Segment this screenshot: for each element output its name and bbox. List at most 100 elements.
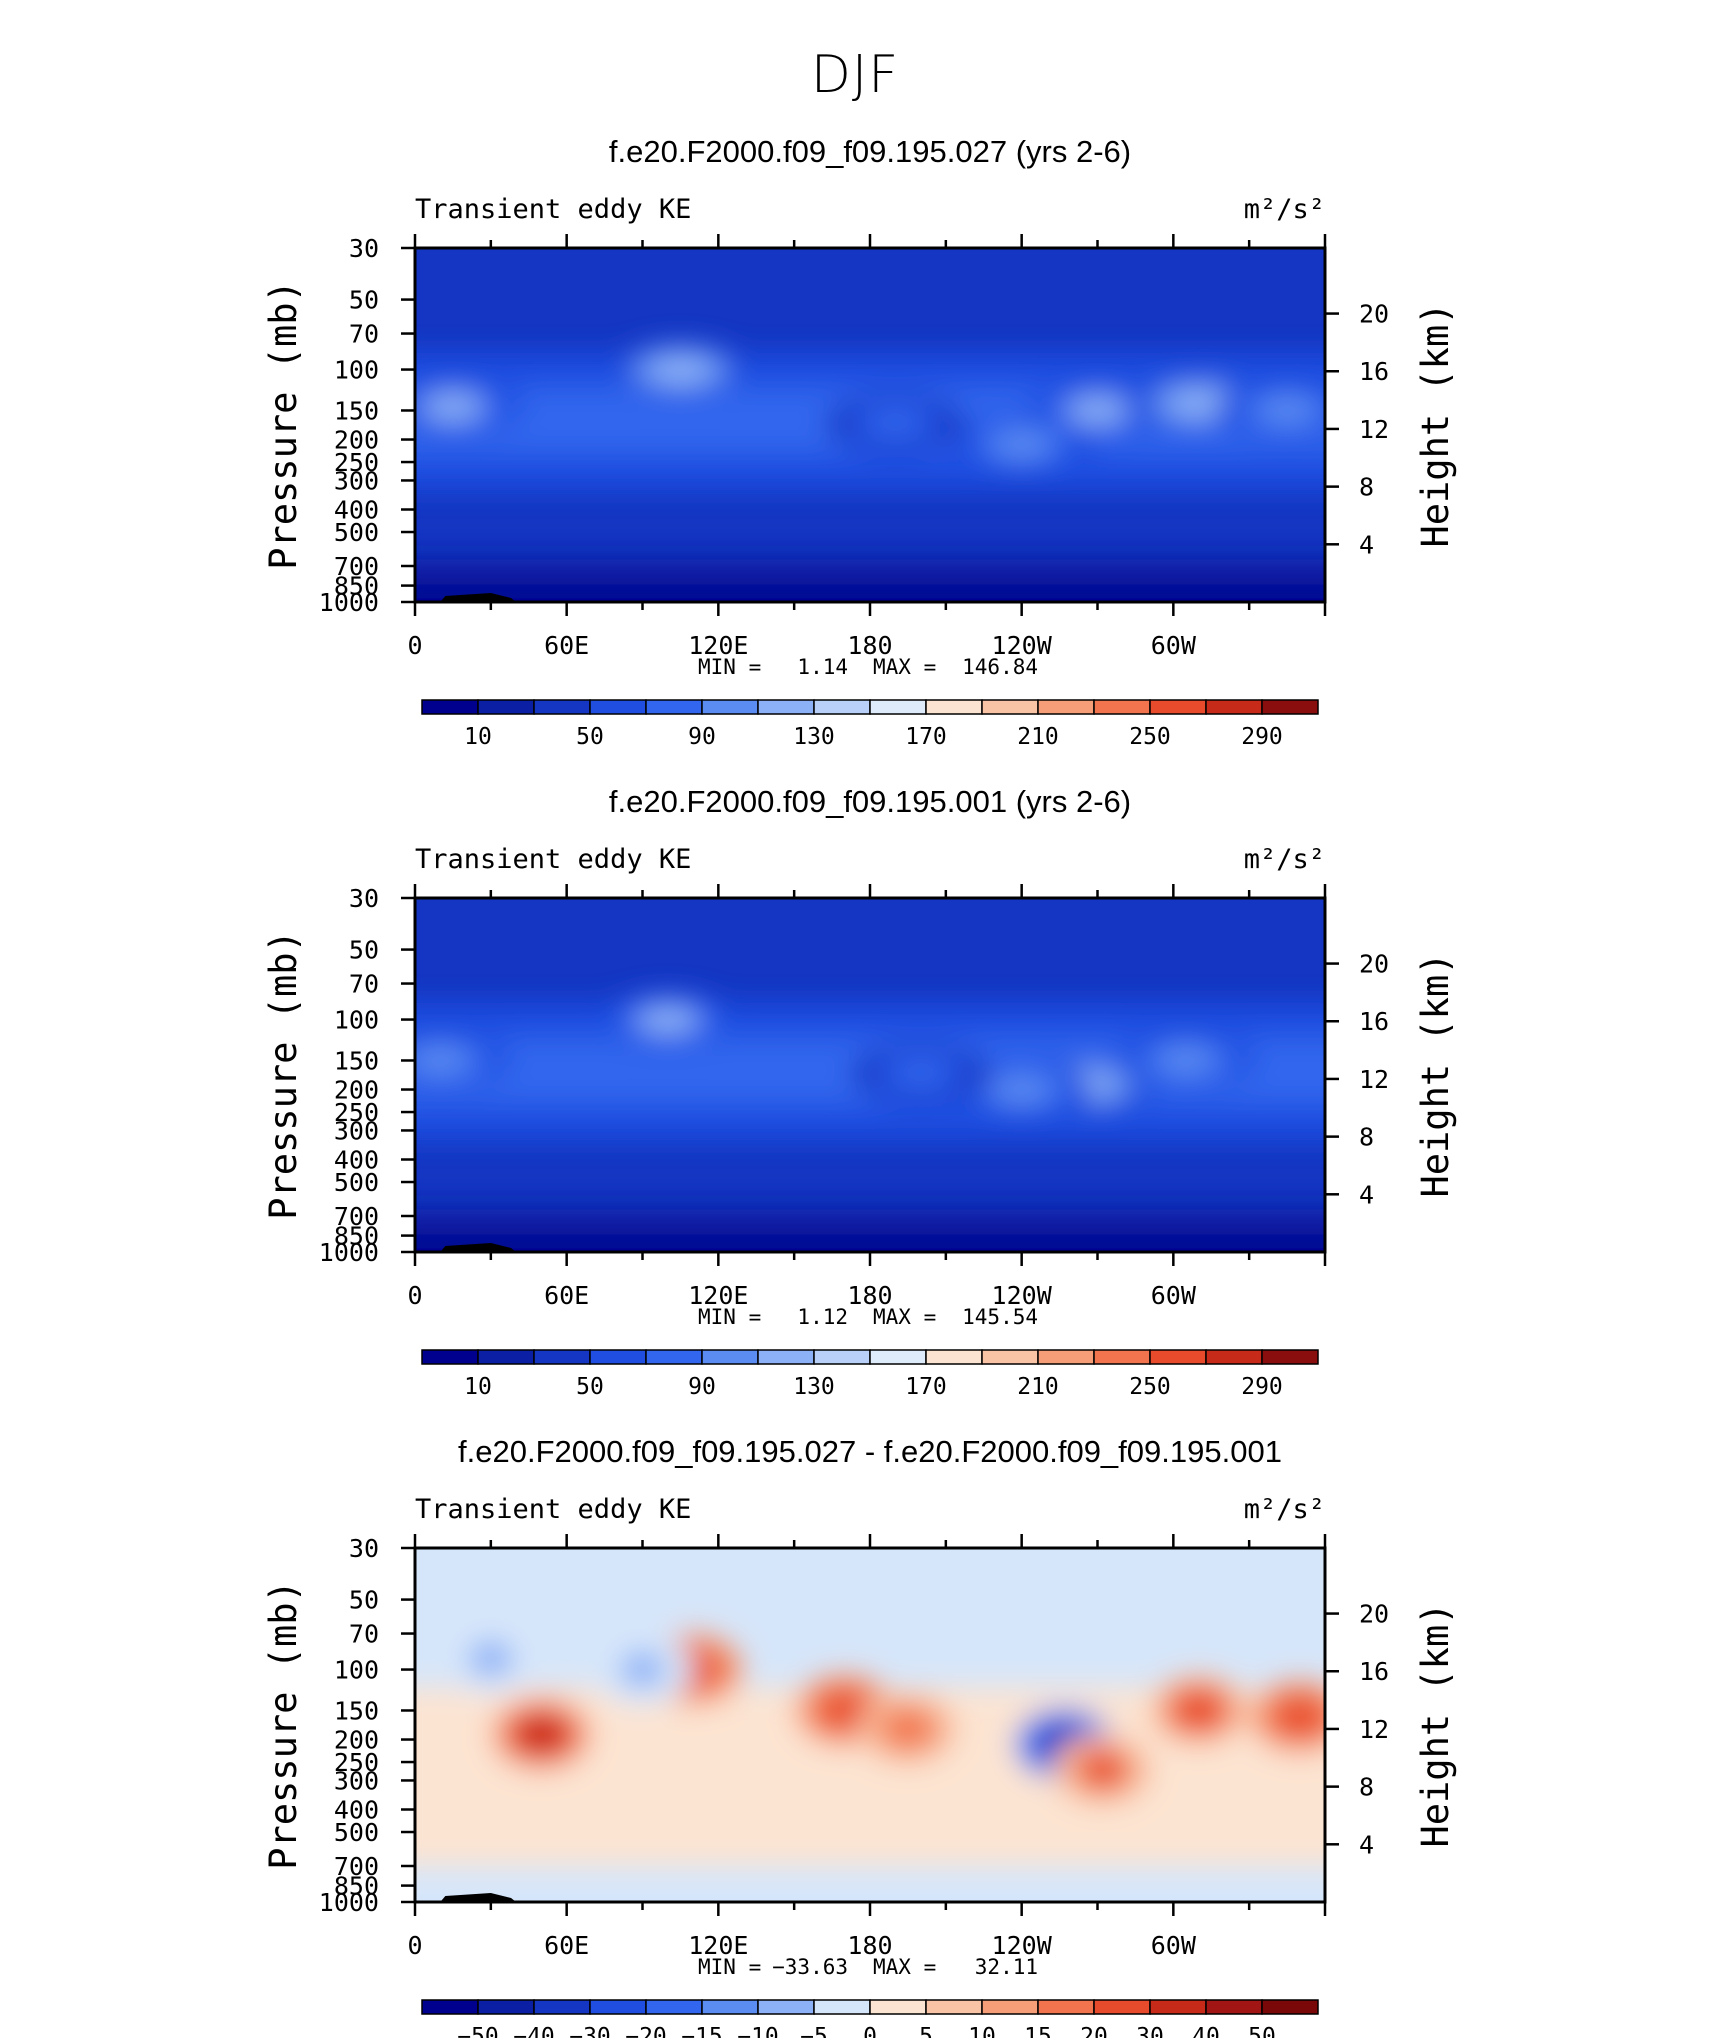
y-tick-label: 250 (334, 448, 379, 477)
colorbar-box (589, 1349, 647, 1365)
y2-tick-label: 16 (1359, 357, 1389, 386)
y2-axis-label: Height (km) (1414, 952, 1457, 1197)
colorbar-label: 0 (863, 2024, 877, 2038)
field-feature (1256, 396, 1318, 425)
field-feature (864, 409, 927, 438)
y-tick-label: 500 (334, 518, 379, 547)
colorbar-box (701, 699, 759, 715)
colorbar-label: 10 (464, 1374, 492, 1400)
max-label: MAX = (873, 1955, 936, 1979)
colorbar-box (645, 699, 703, 715)
y-tick-label: 250 (334, 1748, 379, 1777)
colorbar: 10 50 90 130 170 210 250 290 (421, 1349, 1319, 1400)
colorbar-box (1149, 1999, 1207, 2015)
units-label: m²/s² (1244, 1494, 1325, 1525)
y-tick-label: 70 (349, 970, 379, 999)
colorbar-box (1205, 1999, 1263, 2015)
colorbar-label: 40 (1192, 2024, 1220, 2038)
x-tick-label: 0 (407, 631, 422, 660)
field-feature (415, 1046, 472, 1075)
field-feature (1080, 1751, 1125, 1788)
colorbar-label: −10 (737, 2024, 779, 2038)
chart-title: f.e20.F2000.f09_f09.195.001 (yrs 2-6) (609, 784, 1131, 819)
y-tick-label: 400 (334, 495, 379, 524)
colorbar-box (477, 699, 535, 715)
colorbar-label: 250 (1129, 1374, 1171, 1400)
chart-panel-2: f.e20.F2000.f09_f09.195.001 (yrs 2-6) Tra… (262, 784, 1457, 1400)
y-tick-label: 150 (334, 1696, 379, 1725)
colorbar-box (533, 699, 591, 715)
y-tick-label: 850 (334, 1872, 379, 1901)
colorbar-label: 170 (905, 1374, 947, 1400)
min-value: 1.14 (797, 655, 848, 679)
y-tick-label: 70 (349, 320, 379, 349)
field-feature (620, 1651, 665, 1688)
y2-tick-label: 4 (1359, 1830, 1374, 1859)
field-feature (1066, 396, 1129, 425)
y-tick-label: 850 (334, 572, 379, 601)
y2-tick-label: 4 (1359, 1180, 1374, 1209)
colorbar-box (701, 1349, 759, 1365)
x-tick-label: 60E (544, 1281, 589, 1310)
field-feature (889, 1059, 952, 1088)
variable-label: Transient eddy KE (415, 194, 691, 225)
colorbar: 10 50 90 130 170 210 250 290 (421, 699, 1319, 750)
x-tick-label: 0 (407, 1281, 422, 1310)
x-tick-label: 180 (847, 1281, 892, 1310)
colorbar-label: 290 (1241, 724, 1283, 750)
topography (440, 593, 517, 602)
field-feature (885, 1710, 930, 1747)
colorbar-label: −50 (457, 2024, 499, 2038)
colorbar-label: −30 (569, 2024, 611, 2038)
y2-tick-label: 8 (1359, 1773, 1374, 1802)
colorbar-label: 90 (688, 724, 716, 750)
colorbar-box (981, 1349, 1039, 1365)
colorbar-label: −5 (800, 2024, 828, 2038)
colorbar-box (869, 699, 927, 715)
y-tick-label: 250 (334, 1098, 379, 1127)
y2-tick-label: 4 (1359, 530, 1374, 559)
y-tick-label: 400 (334, 1795, 379, 1824)
field-feature (1155, 1046, 1217, 1075)
y-tick-label: 50 (349, 936, 379, 965)
x-tick-label: 180 (847, 631, 892, 660)
colorbar-box (1037, 699, 1095, 715)
colorbar-label: 250 (1129, 724, 1171, 750)
topography (440, 1893, 517, 1902)
colorbar-box (1093, 699, 1151, 715)
colorbar-box (1149, 699, 1207, 715)
y-tick-label: 30 (349, 1534, 379, 1563)
colorbar-box (1205, 1349, 1263, 1365)
colorbar-box (1037, 1349, 1095, 1365)
field-feature (1176, 1692, 1221, 1729)
y-tick-label: 1000 (319, 1238, 379, 1267)
contour-field (415, 1548, 1325, 1902)
y-tick-label: 700 (334, 1202, 379, 1231)
colorbar-label: 50 (576, 724, 604, 750)
y-axis-label: Pressure (mb) (262, 280, 305, 570)
topography (440, 1243, 517, 1252)
y-tick-label: 100 (334, 1006, 379, 1035)
colorbar-box (925, 699, 983, 715)
colorbar-label: 170 (905, 724, 947, 750)
y-tick-label: 50 (349, 286, 379, 315)
colorbar-label: 50 (1248, 2024, 1276, 2038)
colorbar-box (1261, 1349, 1319, 1365)
colorbar-label: 210 (1017, 1374, 1059, 1400)
colorbar-label: −40 (513, 2024, 555, 2038)
variable-label: Transient eddy KE (415, 1494, 691, 1525)
field-feature (649, 355, 712, 384)
y2-axis-label: Height (km) (1414, 1602, 1457, 1847)
colorbar-box (1261, 699, 1319, 715)
colorbar-box (869, 1999, 927, 2015)
colorbar-box (1093, 1349, 1151, 1365)
colorbar-label: 130 (793, 1374, 835, 1400)
colorbar-box (757, 1999, 815, 2015)
max-value: 32.11 (975, 1955, 1038, 1979)
field-feature (822, 1692, 867, 1729)
max-label: MAX = (873, 655, 936, 679)
colorbar-box (1261, 1999, 1319, 2015)
field-feature (1277, 1698, 1322, 1735)
y-tick-label: 700 (334, 1852, 379, 1881)
